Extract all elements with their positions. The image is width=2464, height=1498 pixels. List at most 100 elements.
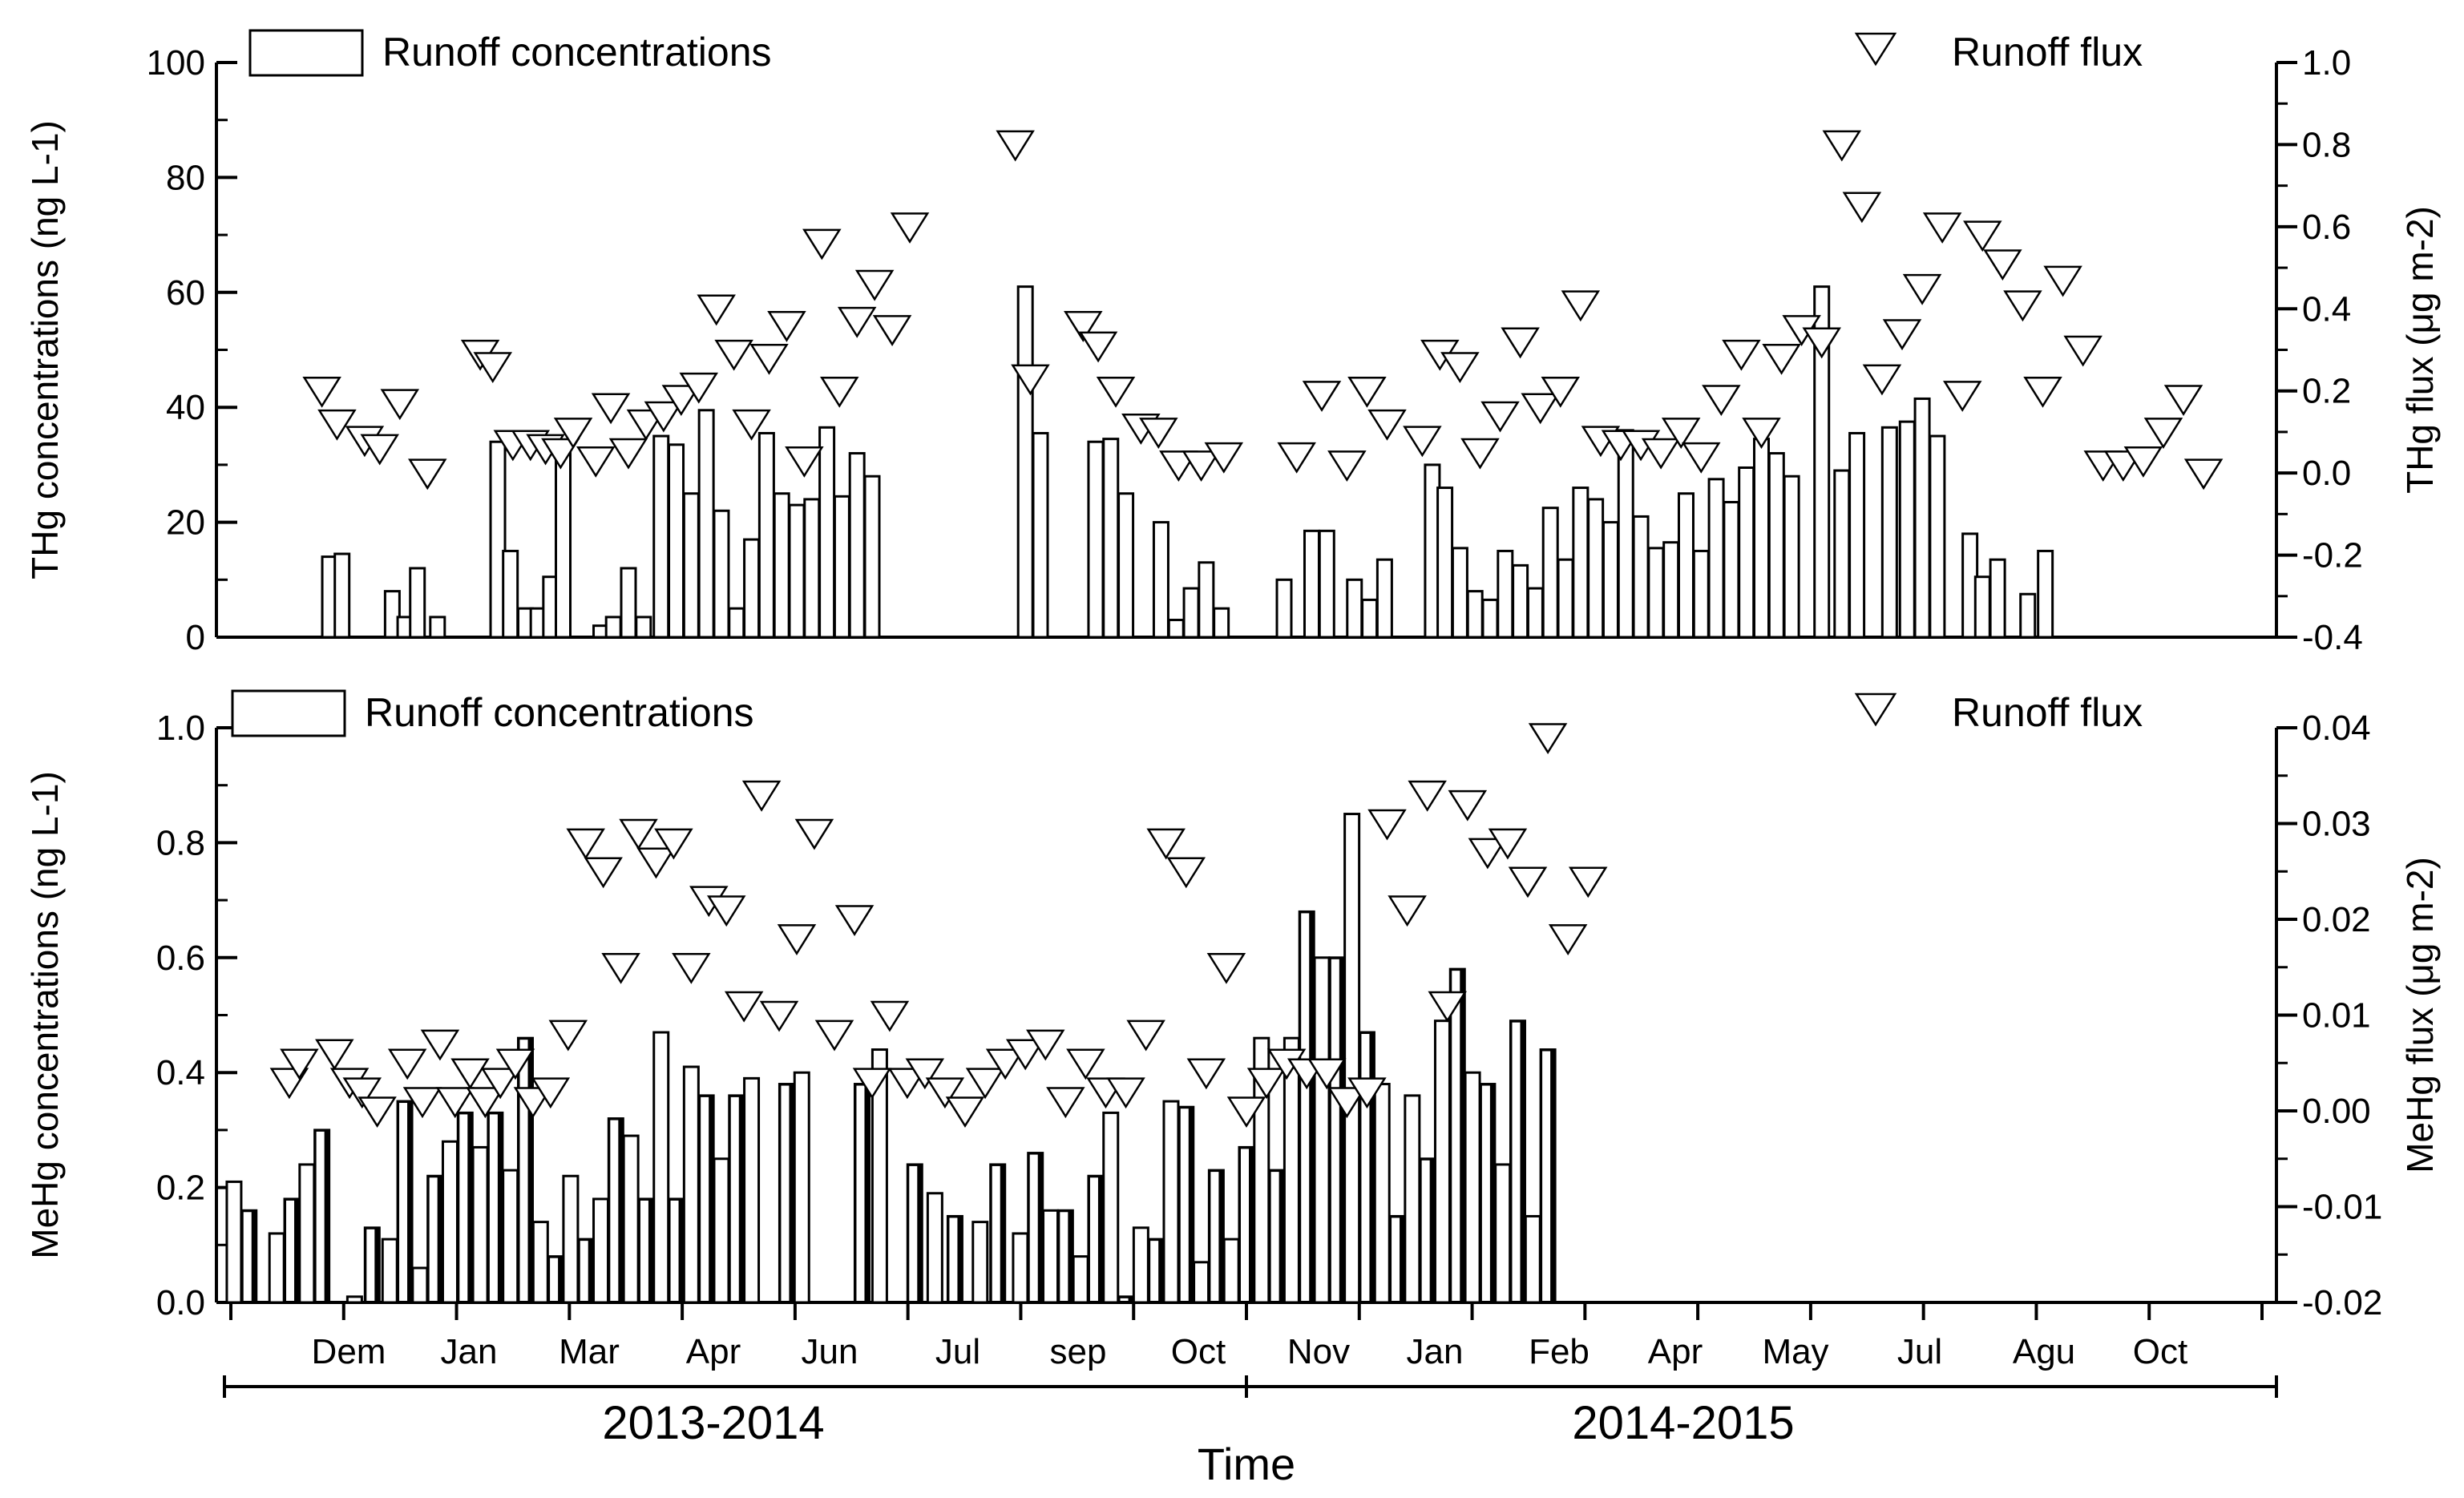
mehg-xtick-label: Feb xyxy=(1529,1332,1589,1371)
thg-flux-marker xyxy=(473,352,513,384)
mehg-xtick-label: Mar xyxy=(559,1332,620,1371)
mehg-bar-inner xyxy=(243,1212,252,1301)
thg-bar xyxy=(682,492,700,639)
mehg-flux-marker xyxy=(513,1087,553,1119)
mehg-bar-inner xyxy=(429,1177,438,1301)
thg-bar xyxy=(697,409,715,639)
thg-flux-marker xyxy=(2003,290,2042,322)
mehg-bar xyxy=(1222,1238,1240,1304)
thg-bar xyxy=(833,495,850,639)
thg-flux-marker xyxy=(1521,393,1560,425)
mehg-bar-inner xyxy=(550,1258,559,1301)
thg-bar xyxy=(333,552,351,639)
x-axis-title: Time xyxy=(1198,1439,1295,1489)
mehg-flux-marker xyxy=(1388,895,1427,927)
mehg-flux-marker xyxy=(1066,1048,1105,1080)
mehg-bar xyxy=(926,1192,943,1304)
mehg-bar-inner xyxy=(1361,1034,1370,1301)
thg-flux-marker xyxy=(1722,339,1761,371)
thg-flux-marker xyxy=(1096,376,1136,408)
mehg-flux-marker xyxy=(601,953,640,984)
thg-flux-marker xyxy=(302,376,341,408)
mehg-bar-inner xyxy=(519,1040,528,1301)
thg-flux-marker xyxy=(1842,192,1882,224)
mehg-xtick-label: Dem xyxy=(312,1332,386,1371)
mehg-ytick-label: 1.0 xyxy=(156,709,205,748)
thg-flux-marker xyxy=(1327,450,1367,482)
mehg-ytick-label: 0.8 xyxy=(156,823,205,862)
mehg-flux-marker xyxy=(1548,924,1588,955)
thg-flux-marker xyxy=(553,418,593,449)
thg-flux-marker xyxy=(767,311,806,342)
thg-flux-marker xyxy=(2043,265,2082,297)
thg-flux-marker xyxy=(2163,385,2203,417)
mehg-flux-marker xyxy=(280,1048,319,1080)
thg-flux-marker xyxy=(317,409,357,441)
mehg-bar xyxy=(1012,1232,1029,1304)
mehg-flux-marker xyxy=(794,818,834,850)
thg-bar xyxy=(1497,549,1514,639)
thg-y2tick-label: -0.2 xyxy=(2302,536,2363,575)
thg-flux-marker xyxy=(785,446,824,478)
mehg-bar xyxy=(1042,1209,1060,1304)
thg-ytick-label: 60 xyxy=(166,273,205,313)
mehg-flux-marker xyxy=(342,1077,382,1109)
mehg-bar xyxy=(471,1145,489,1304)
mehg-ytick-label: 0.2 xyxy=(156,1169,205,1208)
thg-bar xyxy=(604,616,622,639)
thg-flux-marker xyxy=(360,434,399,466)
thg-bar xyxy=(728,607,745,639)
thg-flux-marker xyxy=(2143,418,2183,449)
thg-bar xyxy=(409,567,426,639)
mehg-bar-inner xyxy=(670,1200,679,1301)
mehg-bar-inner xyxy=(1120,1298,1129,1301)
mehg-flux-marker xyxy=(741,780,782,812)
mehg-xtick-label: Nov xyxy=(1287,1332,1350,1371)
thg-flux-marker xyxy=(1922,212,1962,244)
thg-flux-marker xyxy=(837,306,877,338)
thg-bar xyxy=(1973,575,1991,639)
thg-flux-marker xyxy=(1403,426,1442,458)
thg-flux-marker xyxy=(1802,327,1841,359)
mehg-flux-marker xyxy=(1106,1077,1145,1109)
mehg-xtick-label: Jan xyxy=(441,1332,498,1371)
thg-flux-marker xyxy=(1561,290,1601,322)
thg-bar xyxy=(1526,587,1544,639)
mehg-bar-inner xyxy=(1089,1177,1098,1301)
mehg-bar-inner xyxy=(1452,971,1460,1301)
thg-bar xyxy=(1032,431,1049,639)
thg-bar xyxy=(1677,492,1695,639)
thg-panel: 0 20 40 60 80 100 -0.4 -0.2 0.0 0.2 0.4 0.6 0.8 1.0 Ru… xyxy=(24,29,2441,657)
mehg-bar-inner xyxy=(1060,1212,1068,1301)
mehg-flux-marker xyxy=(905,1058,945,1090)
mehg-bar-inner xyxy=(701,1096,709,1301)
mehg-bar-inner xyxy=(781,1085,790,1301)
mehg-flux-marker xyxy=(636,847,676,879)
mehg-flux-marker xyxy=(1026,1029,1065,1061)
thg-bar xyxy=(1692,549,1710,639)
thg-flux-marker xyxy=(1011,364,1050,396)
thg-bar xyxy=(1167,618,1185,639)
mehg-flux-marker xyxy=(480,1068,520,1100)
mehg-flux-marker xyxy=(1408,780,1447,812)
mehg-bar xyxy=(682,1065,700,1304)
mehg-bar xyxy=(971,1221,989,1304)
thg-bar xyxy=(743,538,761,639)
mehg-bar xyxy=(622,1134,640,1304)
mehg-xtick-label: Apr xyxy=(686,1332,741,1371)
thg-bar xyxy=(502,549,519,639)
mehg-flux-marker xyxy=(315,1039,354,1071)
thg-flux-marker xyxy=(854,269,895,301)
mehg-y2tick-label: 0.00 xyxy=(2302,1092,2371,1131)
mehg-bar-inner xyxy=(1241,1149,1249,1301)
thg-flux-marker xyxy=(1822,130,1862,162)
mehg-legend-marker xyxy=(1854,692,1897,727)
mehg-flux-marker xyxy=(584,857,623,889)
mehg-flux-marker xyxy=(672,953,711,984)
thg-flux-marker xyxy=(1302,381,1342,412)
thg-flux-marker xyxy=(576,446,616,478)
thg-bar xyxy=(1602,521,1619,639)
mehg-xtick-label: Oct xyxy=(2133,1332,2187,1371)
thg-bar xyxy=(803,498,821,639)
mehg-flux-marker xyxy=(777,924,817,955)
